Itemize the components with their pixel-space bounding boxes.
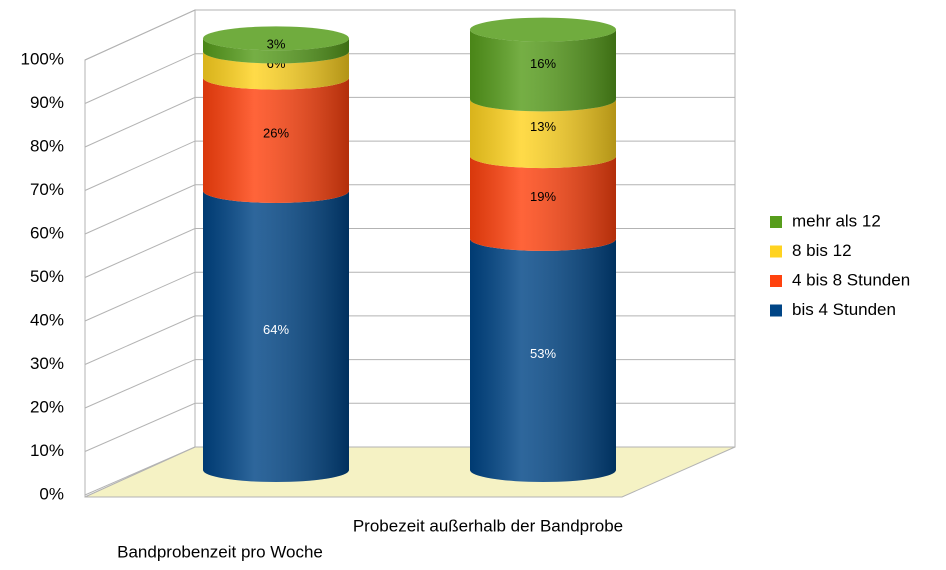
y-tick-label: 90% [30, 93, 64, 112]
value-label: 26% [263, 126, 289, 141]
value-label: 53% [530, 346, 556, 361]
cylinder-top [470, 17, 616, 42]
x-tick-label: Bandprobenzeit pro Woche [117, 542, 323, 561]
value-label: 64% [263, 322, 289, 337]
value-label: 19% [530, 189, 556, 204]
floor [84, 446, 736, 498]
x-tick-label: Probezeit außerhalb der Bandprobe [353, 516, 623, 535]
y-tick-label: 30% [30, 354, 64, 373]
segment-shade [203, 51, 349, 90]
y-tick-label: 80% [30, 136, 64, 155]
segment-shade [203, 38, 349, 64]
y-tick-label: 70% [30, 180, 64, 199]
legend-swatch [770, 216, 782, 228]
segment-shade [470, 29, 616, 112]
legend-swatch [770, 275, 782, 287]
segment-shade [203, 190, 349, 482]
value-label: 3% [267, 36, 286, 51]
segment-shade [470, 99, 616, 169]
legend-label: mehr als 12 [792, 211, 881, 230]
y-tick-label: 50% [30, 267, 64, 286]
y-tick-label: 100% [21, 49, 64, 68]
legend-label: bis 4 Stunden [792, 300, 896, 319]
y-tick-label: 10% [30, 441, 64, 460]
segment-shade [203, 77, 349, 203]
segment-shade [470, 238, 616, 482]
cylinder-top [203, 26, 349, 51]
y-tick-label: 0% [39, 484, 64, 503]
legend-label: 4 bis 8 Stunden [792, 270, 910, 289]
y-tick-label: 20% [30, 397, 64, 416]
legend-swatch [770, 245, 782, 258]
legend-swatch [770, 304, 782, 317]
value-label: 16% [530, 56, 556, 71]
value-label: 13% [530, 119, 556, 134]
grid-line [84, 9, 735, 61]
y-tick-label: 40% [30, 310, 64, 329]
legend-label: 8 bis 12 [792, 241, 852, 260]
y-tick-label: 60% [30, 223, 64, 242]
segment-shade [470, 156, 616, 251]
